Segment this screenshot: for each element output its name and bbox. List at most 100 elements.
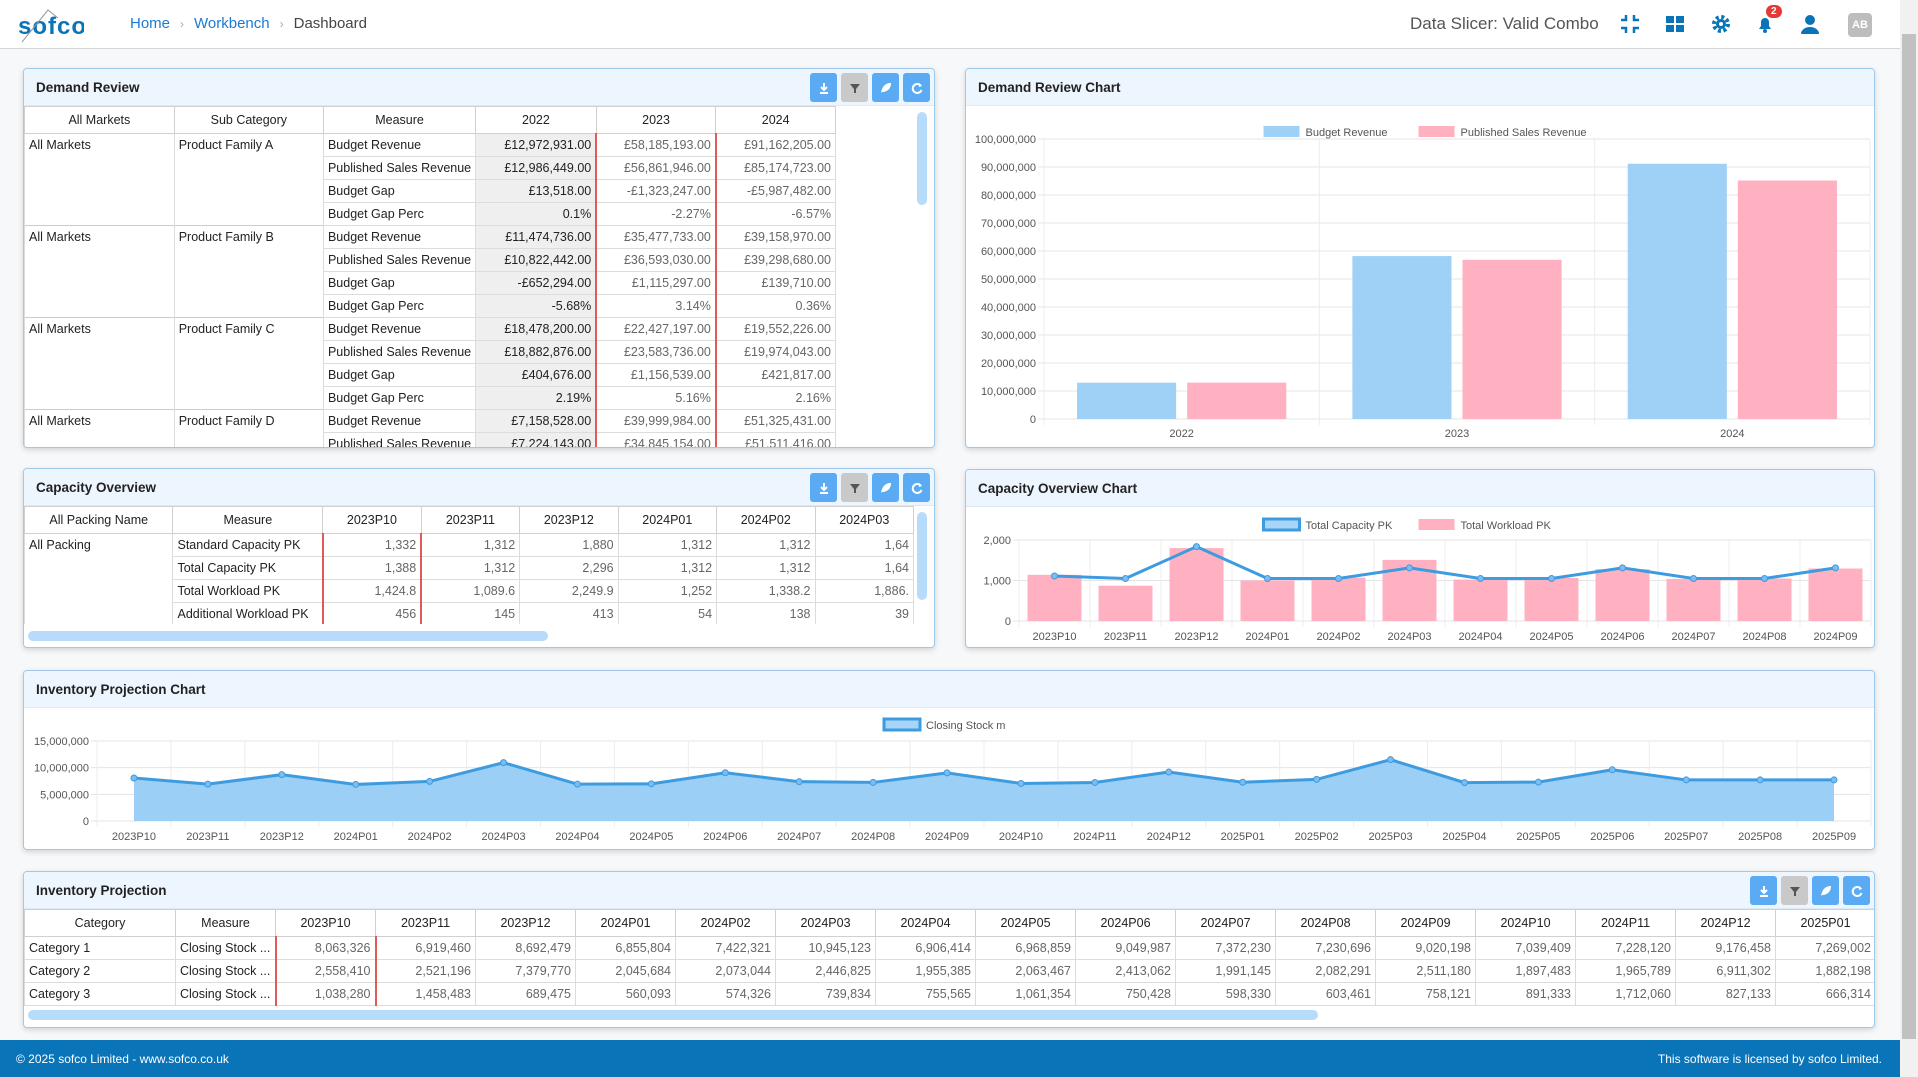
value-cell[interactable]: 827,133 [1675, 982, 1776, 1006]
column-header[interactable]: All Markets [24, 106, 175, 134]
column-header[interactable]: Category [24, 909, 176, 937]
value-cell[interactable]: £51,511,416.00 [715, 432, 836, 447]
column-header[interactable]: 2024P03 [814, 506, 914, 534]
value-cell[interactable]: £51,325,431.00 [715, 409, 836, 433]
column-header[interactable]: Sub Category [173, 106, 324, 134]
value-cell[interactable]: £39,298,680.00 [715, 248, 836, 272]
value-cell[interactable]: 1,312 [617, 556, 718, 580]
point-total-capacity[interactable] [1619, 564, 1626, 572]
filter-button[interactable] [841, 473, 868, 502]
value-cell[interactable]: 2,296 [519, 556, 619, 580]
point-total-capacity[interactable] [1335, 574, 1342, 582]
point-closing-stock[interactable] [1165, 768, 1173, 776]
avatar[interactable]: AB [1848, 13, 1872, 37]
point-closing-stock[interactable] [500, 759, 508, 767]
column-header[interactable]: 2023P10 [275, 909, 376, 937]
value-cell[interactable]: 7,379,770 [475, 959, 576, 983]
column-header[interactable]: 2023P12 [475, 909, 576, 937]
point-closing-stock[interactable] [426, 777, 434, 785]
value-cell[interactable]: £421,817.00 [715, 363, 836, 387]
point-total-capacity[interactable] [1051, 572, 1058, 580]
column-header[interactable]: 2024P04 [875, 909, 976, 937]
value-cell[interactable]: -2.27% [595, 202, 717, 226]
value-cell[interactable]: -5.68% [475, 294, 598, 318]
point-total-capacity[interactable] [1761, 574, 1768, 582]
value-cell[interactable]: £12,972,931.00 [475, 133, 598, 157]
column-header[interactable]: Measure [322, 106, 477, 134]
value-cell[interactable]: 1,312 [716, 556, 816, 580]
value-cell[interactable]: £58,185,193.00 [595, 133, 717, 157]
point-closing-stock[interactable] [1756, 776, 1764, 784]
value-cell[interactable]: 138 [716, 602, 816, 624]
sofco-logo[interactable]: sofco [18, 6, 84, 44]
column-header[interactable]: 2024P03 [775, 909, 876, 937]
value-cell[interactable]: 1,991,145 [1175, 959, 1276, 983]
value-cell[interactable]: £12,986,449.00 [475, 156, 598, 180]
point-closing-stock[interactable] [1682, 776, 1690, 784]
bar-budget-revenue[interactable] [1077, 382, 1177, 419]
value-cell[interactable]: 2,413,062 [1075, 959, 1176, 983]
value-cell[interactable]: 10,945,123 [775, 936, 876, 960]
bar-total-workload[interactable] [1737, 578, 1792, 621]
value-cell[interactable]: 1,458,483 [375, 982, 476, 1006]
point-total-capacity[interactable] [1548, 574, 1555, 582]
value-cell[interactable]: 5.16% [595, 386, 717, 410]
value-cell[interactable]: 54 [617, 602, 718, 624]
value-cell[interactable]: 891,333 [1475, 982, 1576, 1006]
value-cell[interactable]: 2.19% [475, 386, 598, 410]
legend-swatch[interactable] [1418, 519, 1455, 530]
column-header[interactable]: 2023P11 [420, 506, 521, 534]
column-header[interactable]: 2023P10 [322, 506, 422, 534]
value-cell[interactable]: £91,162,205.00 [715, 133, 836, 157]
value-cell[interactable]: 413 [519, 602, 619, 624]
value-cell[interactable]: 8,063,326 [274, 936, 377, 960]
column-header[interactable]: 2025P01 [1775, 909, 1874, 937]
table-horizontal-scrollbar[interactable] [28, 1010, 1318, 1020]
value-cell[interactable]: 560,093 [575, 982, 676, 1006]
value-cell[interactable]: 1,089.6 [420, 579, 521, 603]
column-header[interactable]: 2024P12 [1675, 909, 1776, 937]
value-cell[interactable]: 9,176,458 [1675, 936, 1776, 960]
filter-button[interactable] [841, 73, 868, 102]
point-closing-stock[interactable] [1460, 779, 1468, 787]
value-cell[interactable]: 598,330 [1175, 982, 1276, 1006]
point-closing-stock[interactable] [943, 769, 951, 777]
value-cell[interactable]: 2,249.9 [519, 579, 619, 603]
value-cell[interactable]: 1,712,060 [1575, 982, 1676, 1006]
column-header[interactable]: Measure [175, 909, 276, 937]
value-cell[interactable]: £18,882,876.00 [475, 340, 598, 364]
point-closing-stock[interactable] [1387, 756, 1395, 764]
value-cell[interactable]: 739,834 [775, 982, 876, 1006]
bar-total-workload[interactable] [1098, 585, 1153, 621]
point-total-capacity[interactable] [1193, 543, 1200, 551]
column-header[interactable]: 2024P09 [1375, 909, 1476, 937]
legend-swatch[interactable] [1262, 517, 1301, 532]
point-closing-stock[interactable] [573, 780, 581, 788]
value-cell[interactable]: £13,518.00 [475, 179, 598, 203]
value-cell[interactable]: 456 [321, 602, 423, 624]
value-cell[interactable]: 1,252 [617, 579, 718, 603]
value-cell[interactable]: -£652,294.00 [475, 271, 598, 295]
point-closing-stock[interactable] [1239, 778, 1247, 786]
point-closing-stock[interactable] [1534, 778, 1542, 786]
legend-swatch[interactable] [882, 717, 922, 732]
point-total-capacity[interactable] [1477, 574, 1484, 582]
value-cell[interactable]: 2.16% [715, 386, 836, 410]
bar-total-workload[interactable] [1808, 568, 1863, 621]
value-cell[interactable]: £34,845,154.00 [595, 432, 717, 447]
leaf-button[interactable] [872, 473, 899, 502]
notifications-button[interactable]: 2 [1754, 5, 1782, 35]
column-header[interactable]: 2024P07 [1175, 909, 1276, 937]
point-closing-stock[interactable] [1608, 766, 1616, 774]
value-cell[interactable]: 7,372,230 [1175, 936, 1276, 960]
bar-budget-revenue[interactable] [1352, 256, 1452, 419]
value-cell[interactable]: £22,427,197.00 [595, 317, 717, 341]
column-header[interactable]: All Packing Name [24, 506, 174, 534]
value-cell[interactable]: 2,063,467 [975, 959, 1076, 983]
value-cell[interactable]: 2,082,291 [1275, 959, 1376, 983]
value-cell[interactable]: £7,224,143.00 [475, 432, 598, 447]
value-cell[interactable]: £39,999,984.00 [595, 409, 717, 433]
table-vertical-scrollbar[interactable] [917, 512, 927, 600]
value-cell[interactable]: 1,312 [617, 533, 718, 557]
value-cell[interactable]: 1,965,789 [1575, 959, 1676, 983]
